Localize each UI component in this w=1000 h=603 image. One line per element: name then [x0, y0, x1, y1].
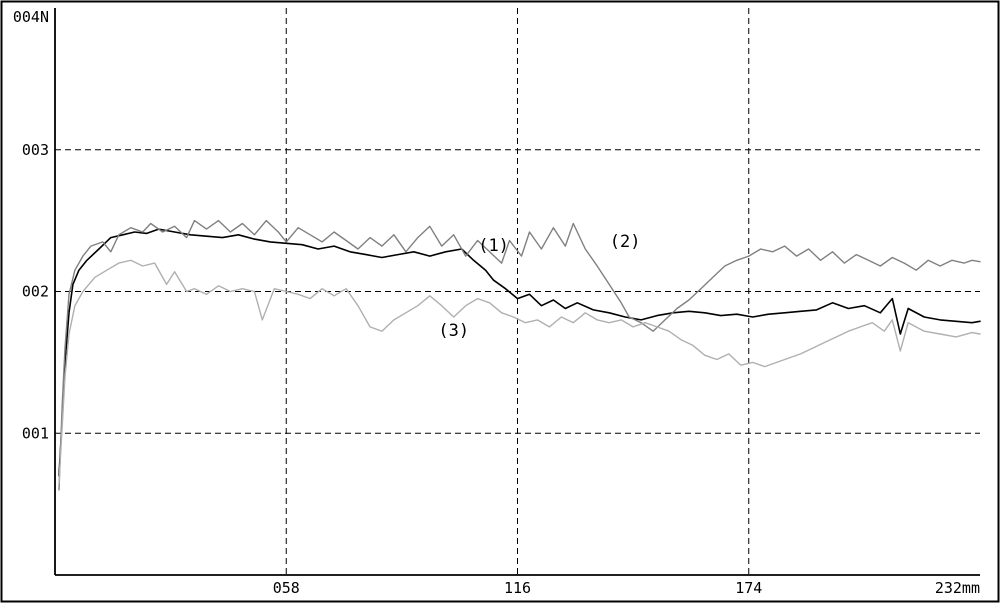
y-tick-label: 002 [22, 283, 49, 301]
x-tick-label: 174 [735, 579, 762, 597]
series-3-label: (3) [438, 321, 469, 341]
y-tick-label: 003 [22, 141, 49, 159]
series-1-label: (1) [478, 236, 509, 256]
series-2-label: (2) [610, 232, 641, 252]
x-tick-label: 232mm [935, 579, 980, 597]
chart-container: (1) (2) (3) 058 116 174 232mm 001 002 003 004N [0, 0, 1000, 603]
chart-svg: (1) (2) (3) 058 116 174 232mm 001 002 003 004N [0, 0, 1000, 603]
x-tick-label: 116 [504, 579, 531, 597]
x-tick-label: 058 [273, 579, 300, 597]
y-tick-label: 001 [22, 424, 49, 442]
plot-background [0, 0, 1000, 603]
y-tick-label: 004N [13, 8, 49, 26]
